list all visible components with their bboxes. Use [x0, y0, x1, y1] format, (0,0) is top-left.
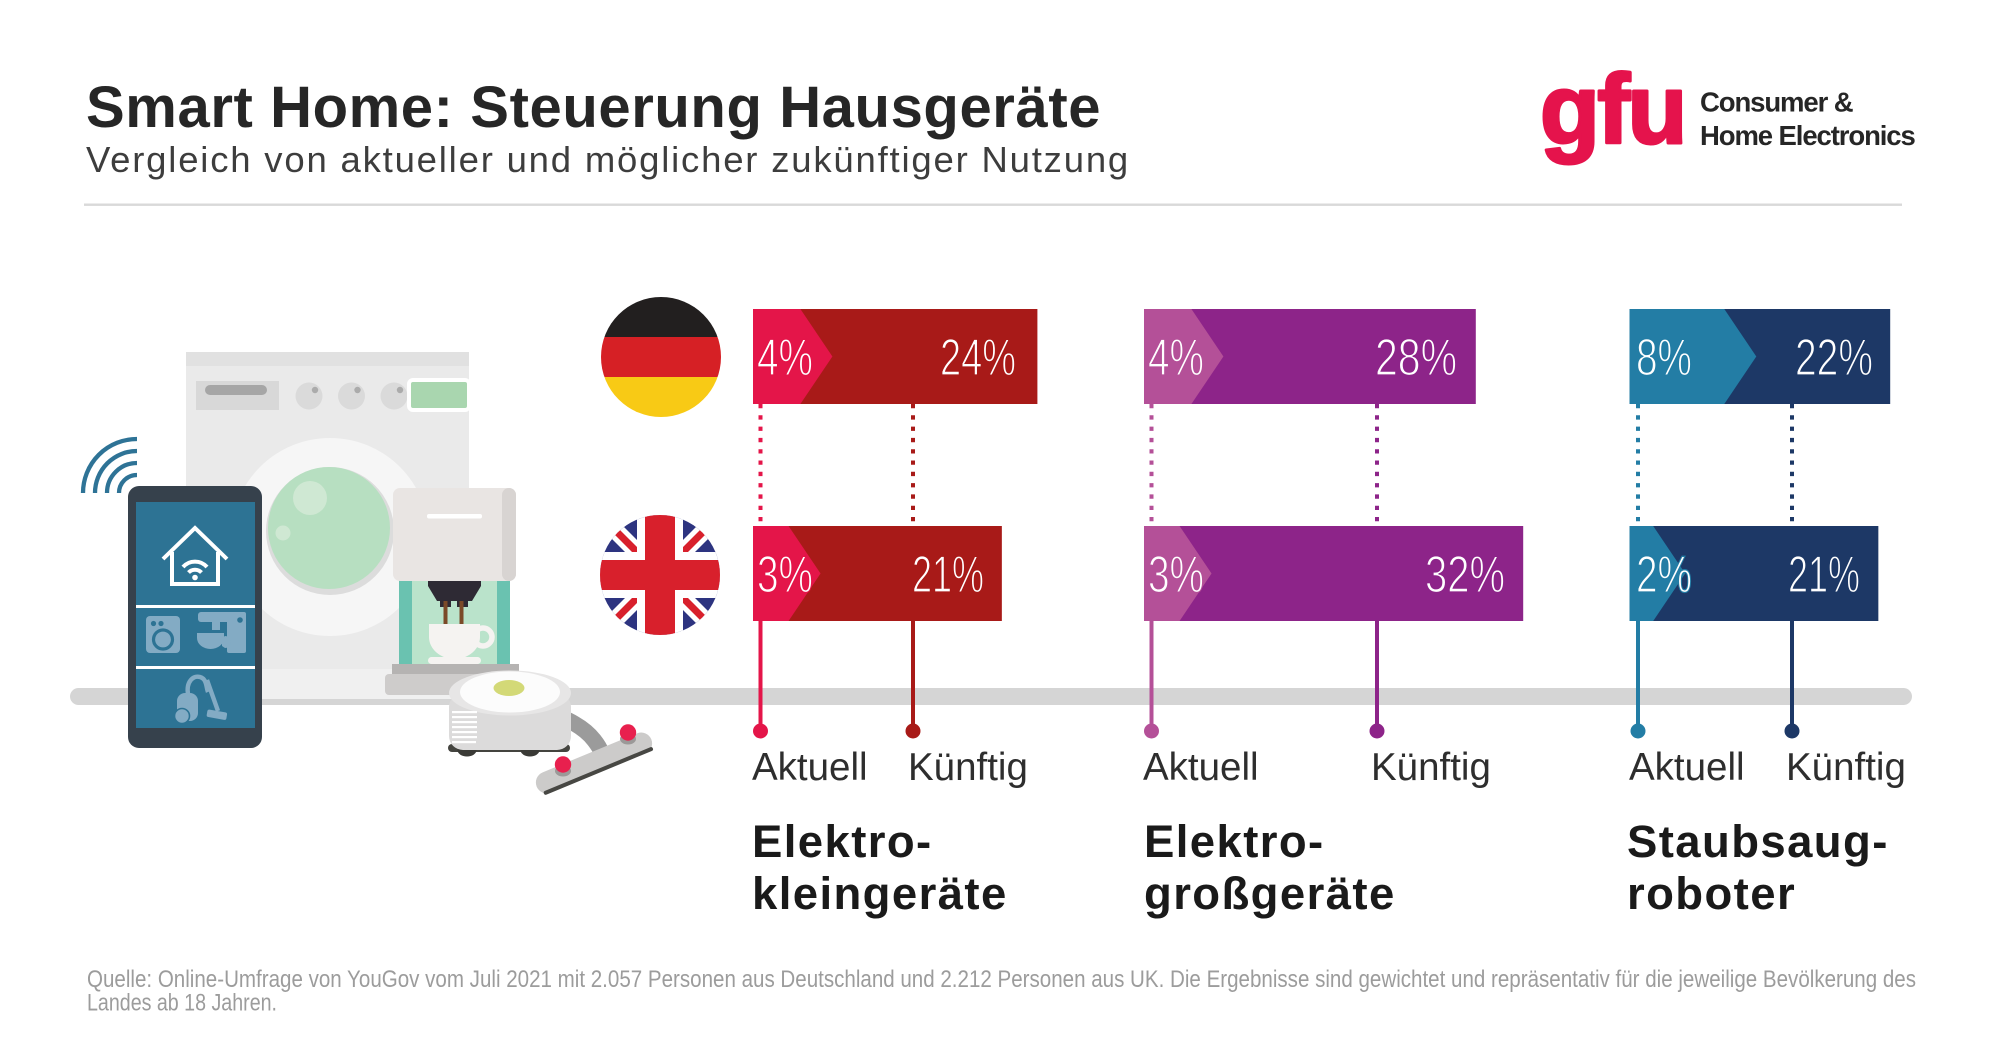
svg-text:Aktuell: Aktuell [1629, 746, 1745, 789]
svg-text:Künftig: Künftig [908, 746, 1028, 789]
svg-text:Elektro-: Elektro- [1144, 816, 1325, 867]
svg-text:4%: 4% [757, 329, 813, 387]
svg-text:Aktuell: Aktuell [752, 746, 868, 789]
svg-text:großgeräte: großgeräte [1144, 868, 1396, 919]
svg-text:3%: 3% [1148, 546, 1204, 604]
svg-text:32%: 32% [1425, 546, 1505, 604]
svg-text:Künftig: Künftig [1786, 746, 1906, 789]
svg-text:Künftig: Künftig [1371, 746, 1491, 789]
svg-text:2%: 2% [1636, 546, 1692, 604]
svg-text:21%: 21% [1788, 546, 1860, 604]
svg-text:24%: 24% [940, 329, 1016, 387]
svg-text:Aktuell: Aktuell [1143, 746, 1259, 789]
svg-text:22%: 22% [1795, 329, 1873, 387]
svg-text:Quelle: Online-Umfrage von You: Quelle: Online-Umfrage von YouGov vom Ju… [87, 966, 1916, 993]
svg-text:8%: 8% [1636, 329, 1692, 387]
svg-text:Home Electronics: Home Electronics [1700, 120, 1916, 151]
svg-text:kleingeräte: kleingeräte [752, 868, 1008, 919]
svg-text:Consumer &: Consumer & [1700, 87, 1853, 118]
svg-text:Smart Home: Steuerung Hausgerä: Smart Home: Steuerung Hausgeräte [86, 75, 1101, 140]
svg-text:3%: 3% [757, 546, 813, 604]
svg-text:4%: 4% [1148, 329, 1204, 387]
svg-text:21%: 21% [912, 546, 984, 604]
svg-text:roboter: roboter [1627, 868, 1796, 919]
svg-text:Landes ab 18 Jahren.: Landes ab 18 Jahren. [87, 990, 277, 1017]
svg-text:28%: 28% [1375, 329, 1457, 387]
svg-text:Elektro-: Elektro- [752, 816, 933, 867]
svg-text:Staubsaug-: Staubsaug- [1627, 816, 1889, 867]
svg-text:Vergleich von aktueller und mö: Vergleich von aktueller und möglicher zu… [86, 139, 1130, 180]
svg-text:gfu: gfu [1540, 54, 1685, 164]
